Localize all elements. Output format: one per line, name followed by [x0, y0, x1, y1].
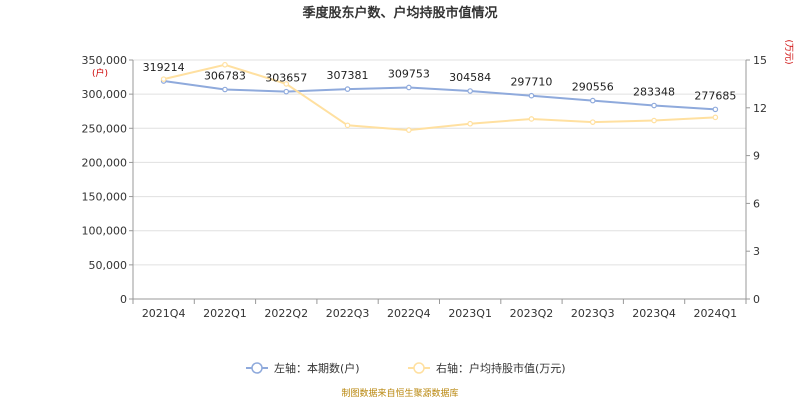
- data-point[interactable]: [528, 116, 535, 122]
- left-tick-label: 50,000: [89, 259, 128, 272]
- chart-title: 季度股东户数、户均持股市值情况: [301, 5, 497, 21]
- series-line: [163, 80, 716, 111]
- data-point[interactable]: [222, 61, 228, 68]
- data-point[interactable]: [467, 88, 473, 94]
- data-point[interactable]: [712, 114, 719, 121]
- series-line: [163, 63, 716, 132]
- x-tick-label: 2023Q4: [632, 307, 676, 320]
- left-tick-label: 250,000: [82, 122, 128, 135]
- x-tick-label: 2023Q1: [448, 307, 492, 320]
- data-point[interactable]: [344, 86, 351, 92]
- data-label: 290556: [572, 81, 614, 94]
- right-tick-label: 9: [753, 150, 760, 163]
- left-tick-label: 150,000: [82, 191, 128, 204]
- x-tick-label: 2022Q1: [203, 307, 247, 320]
- right-tick-label: 3: [753, 245, 760, 258]
- right-tick-label: 15: [753, 54, 767, 67]
- legend-marker: [251, 362, 263, 374]
- data-label: 277685: [694, 89, 736, 102]
- data-point[interactable]: [160, 76, 167, 82]
- axes: 0 50,000 100,000 150,000 200,000 250,000 300,0…: [82, 54, 768, 320]
- right-tick-label: 0: [753, 293, 760, 306]
- data-point[interactable]: [651, 102, 657, 109]
- source-note: 制图数据来自恒生聚源数据库: [341, 387, 458, 399]
- right-tick-label: 12: [753, 102, 767, 115]
- left-tick-label: 0: [120, 293, 127, 306]
- legend-item[interactable]: 右轴：户均持股市值(万元): [408, 361, 566, 375]
- data-label: 307381: [327, 69, 369, 82]
- x-tick-label: 2021Q4: [142, 307, 186, 320]
- x-tick-label: 2022Q3: [326, 307, 370, 320]
- right-axis-unit: (万元): [783, 39, 793, 64]
- grid: [133, 59, 746, 266]
- legend[interactable]: 左轴：本期数(户) 右轴：户均持股市值(万元): [246, 361, 566, 375]
- x-tick-label: 2023Q2: [510, 307, 554, 320]
- x-tick-label: 2023Q3: [571, 307, 615, 320]
- data-labels: 319214 306783 303657 307381 309753 304584 2977…: [143, 61, 737, 102]
- data-label: 303657: [265, 72, 307, 85]
- data-point[interactable]: [651, 117, 657, 124]
- data-point[interactable]: [283, 81, 290, 87]
- data-point[interactable]: [467, 120, 473, 127]
- data-point[interactable]: [406, 127, 412, 133]
- legend-marker: [413, 362, 425, 374]
- data-point[interactable]: [528, 92, 535, 99]
- data-label: 309753: [388, 67, 430, 80]
- legend-label: 右轴：户均持股市值(万元): [436, 361, 566, 375]
- data-point[interactable]: [712, 106, 719, 113]
- series: [160, 61, 719, 133]
- data-label: 306783: [204, 70, 246, 83]
- x-tick-label: 2022Q2: [264, 307, 308, 320]
- legend-item[interactable]: 左轴：本期数(户): [246, 361, 360, 375]
- data-point[interactable]: [222, 86, 228, 93]
- left-tick-label: 200,000: [82, 156, 128, 169]
- left-axis-unit: (户): [92, 67, 108, 79]
- data-label: 319214: [143, 61, 185, 74]
- data-label: 304584: [449, 71, 491, 84]
- data-label: 297710: [510, 76, 552, 89]
- legend-label: 左轴：本期数(户): [274, 361, 360, 375]
- x-tick-label: 2024Q1: [694, 307, 738, 320]
- data-point[interactable]: [283, 88, 290, 95]
- data-point[interactable]: [344, 122, 351, 129]
- data-label: 283348: [633, 86, 675, 99]
- data-point[interactable]: [589, 119, 596, 125]
- left-tick-label: 100,000: [82, 225, 128, 238]
- data-point[interactable]: [406, 84, 412, 91]
- right-tick-label: 6: [753, 197, 760, 210]
- left-tick-label: 300,000: [82, 88, 128, 101]
- x-tick-label: 2022Q4: [387, 307, 431, 320]
- data-point[interactable]: [589, 97, 596, 104]
- left-tick-label: 350,000: [82, 54, 128, 67]
